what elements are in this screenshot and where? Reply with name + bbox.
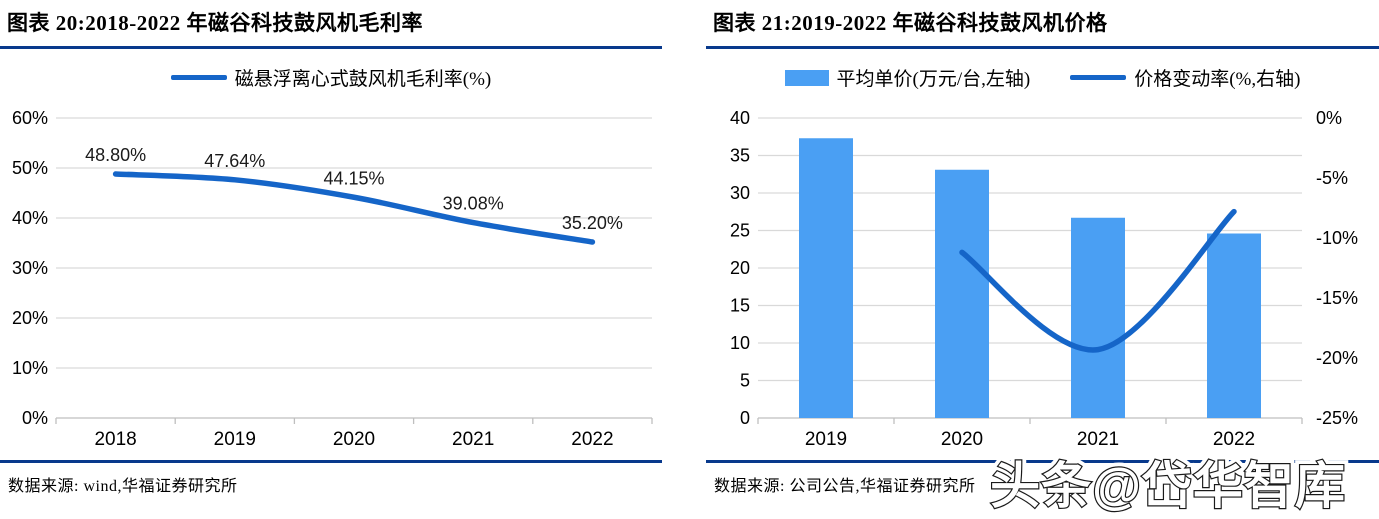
line-swatch-icon — [1070, 75, 1127, 80]
y-tick-label: 40% — [12, 208, 48, 228]
bar-swatch-icon — [784, 69, 829, 86]
right-y-tick-label: -5% — [1316, 168, 1348, 188]
left-y-tick-label: 15 — [730, 296, 750, 316]
right-y-tick-label: -15% — [1316, 288, 1358, 308]
y-tick-label: 0% — [22, 408, 48, 428]
change-rate-line — [959, 208, 1237, 353]
left-y-tick-label: 40 — [730, 108, 750, 128]
legend-label: 磁悬浮离心式鼓风机毛利率(%) — [234, 69, 492, 90]
left-y-tick-label: 10 — [730, 333, 750, 353]
legend-price-chart: 平均单价(万元/台,左轴) 价格变动率(%,右轴) — [706, 64, 1379, 91]
chart-title-margin: 图表 20:2018-2022 年磁谷科技鼓风机毛利率 — [0, 0, 662, 49]
watermark-halo: 头条@岱华智库 — [990, 458, 1346, 514]
left-y-tick-label: 30 — [730, 183, 750, 203]
divider-rule — [0, 460, 662, 463]
data-label: 35.20% — [562, 213, 623, 233]
x-tick-label: 2022 — [1213, 429, 1255, 450]
chart-title-price: 图表 21:2019-2022 年磁谷科技鼓风机价格 — [706, 0, 1379, 49]
left-y-tick-label: 5 — [740, 371, 750, 391]
x-tick-label: 2020 — [941, 429, 983, 450]
left-y-tick-label: 25 — [730, 221, 750, 241]
price-bar — [799, 138, 853, 418]
left-y-tick-label: 0 — [740, 408, 750, 428]
right-y-tick-label: -25% — [1316, 408, 1358, 428]
y-tick-label: 10% — [12, 358, 48, 378]
x-tick-label: 2021 — [452, 429, 494, 450]
source-note-margin: 数据来源: wind,华福证券研究所 — [8, 478, 238, 495]
left-y-tick-label: 35 — [730, 146, 750, 166]
y-tick-label: 20% — [12, 308, 48, 328]
x-tick-label: 2021 — [1077, 429, 1119, 450]
price-bar — [1071, 217, 1125, 418]
data-label: 39.08% — [443, 194, 504, 214]
data-label: 47.64% — [204, 151, 265, 171]
right-y-tick-label: 0% — [1316, 108, 1342, 128]
legend-label: 价格变动率(%,右轴) — [1134, 69, 1301, 90]
price-combo-chart: 0 5 10 15 20 25 30 35 40 0% -5% -10% -15% -20% -25% 201… — [730, 108, 1358, 450]
x-tick-label: 2019 — [805, 429, 847, 450]
right-y-tick-label: -20% — [1316, 348, 1358, 368]
price-bar — [935, 169, 989, 418]
watermark-text: 头条@岱华智库 — [990, 458, 1346, 514]
y-tick-label: 50% — [12, 158, 48, 178]
margin-line — [112, 171, 596, 245]
legend-item-avg-price: 平均单价(万元/台,左轴) — [784, 64, 1031, 91]
x-tick-label: 2022 — [571, 429, 613, 450]
x-tick-label: 2019 — [214, 429, 256, 450]
data-label: 48.80% — [85, 145, 146, 165]
chart-panel-margin: 图表 20:2018-2022 年磁谷科技鼓风机毛利率 磁悬浮离心式鼓风机毛利率… — [0, 0, 662, 519]
legend-item-margin-line: 磁悬浮离心式鼓风机毛利率(%) — [170, 64, 492, 91]
divider-rule — [706, 460, 1379, 463]
data-label: 44.15% — [323, 168, 384, 188]
legend-label: 平均单价(万元/台,左轴) — [836, 69, 1031, 90]
chart-panel-price: 图表 21:2019-2022 年磁谷科技鼓风机价格 平均单价(万元/台,左轴)… — [706, 0, 1379, 519]
right-y-tick-label: -10% — [1316, 228, 1358, 248]
x-tick-label: 2018 — [94, 429, 136, 450]
price-bar — [1207, 233, 1261, 418]
y-tick-label: 30% — [12, 258, 48, 278]
y-tick-label: 60% — [12, 108, 48, 128]
x-tick-label: 2020 — [333, 429, 375, 450]
margin-line-chart: 0% 10% 20% 30% 40% 50% 60% 2018 2019 2020 2021 2022… — [12, 108, 653, 450]
line-swatch-icon — [170, 75, 227, 80]
left-y-tick-label: 20 — [730, 258, 750, 278]
source-note-price: 数据来源: 公司公告,华福证券研究所 — [714, 478, 976, 495]
watermark: 头条@岱华智库 头条@岱华智库 — [985, 457, 1350, 519]
legend-item-change-rate: 价格变动率(%,右轴) — [1070, 64, 1300, 91]
legend-margin-chart: 磁悬浮离心式鼓风机毛利率(%) — [0, 64, 662, 91]
